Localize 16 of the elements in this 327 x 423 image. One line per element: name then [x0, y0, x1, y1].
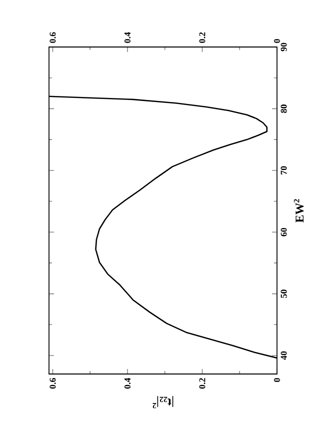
x-tick-label: 0: [274, 378, 280, 382]
y-tick-label: 50: [280, 290, 287, 298]
y-tick-label: 40: [280, 351, 287, 360]
x-tick-label: 0.6: [50, 378, 56, 389]
y-tick-label: 90: [280, 42, 287, 52]
x2-tick-label: 0: [274, 39, 280, 43]
y-axis-title: EW$^{2}$: [294, 199, 304, 223]
x2-tick-label: 0.6: [50, 32, 56, 43]
y-tick-label: 80: [280, 104, 287, 113]
x-tick-label: 0.4: [124, 378, 131, 389]
x2-tick-label: 0.2: [199, 32, 206, 43]
x-axis-title: |t$_{22}$|$^{2}$: [152, 396, 174, 408]
y-tick-label: 70: [280, 166, 287, 174]
y-tick-label: 60: [280, 228, 287, 236]
x2-tick-label: 0.4: [124, 32, 131, 43]
x-tick-label: 0.2: [199, 378, 206, 389]
